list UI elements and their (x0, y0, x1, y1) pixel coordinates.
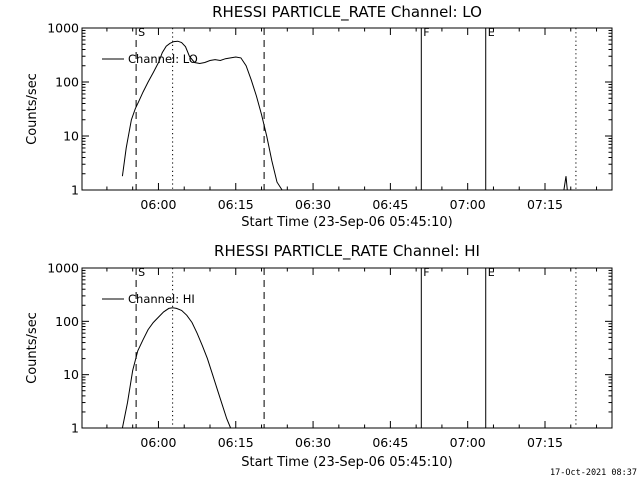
x-tick-label: 06:45 (372, 435, 408, 450)
x-tick-label: 06:30 (295, 197, 331, 212)
event-marker-label: S (138, 266, 145, 279)
x-axis-label: Start Time (23-Sep-06 05:45:10) (241, 455, 452, 470)
chart-title: RHESSI PARTICLE_RATE Channel: HI (214, 242, 480, 261)
x-tick-label: 07:15 (527, 435, 563, 450)
x-tick-label: 06:30 (295, 435, 331, 450)
event-marker-label: F (423, 266, 429, 279)
plot-frame (81, 267, 613, 429)
y-tick-label: 100 (55, 75, 79, 90)
y-tick-label: 1000 (47, 21, 79, 36)
y-tick-label: 1 (71, 183, 79, 198)
x-axis-label: Start Time (23-Sep-06 05:45:10) (241, 215, 452, 230)
y-axis-label: Counts/sec (25, 73, 40, 145)
x-tick-label: 06:15 (218, 197, 254, 212)
x-tick-label: 07:00 (450, 435, 486, 450)
event-marker-label: E (488, 26, 495, 39)
y-tick-label: 100 (55, 314, 79, 329)
y-tick-label: 10 (63, 129, 79, 144)
x-tick-label: 07:15 (527, 197, 563, 212)
y-tick-label: 1 (71, 421, 79, 436)
footer-timestamp: 17-Oct-2021 08:37 (550, 468, 637, 478)
rate-spike-line (563, 176, 568, 191)
x-tick-label: 07:00 (450, 197, 486, 212)
plot-frame (81, 27, 613, 191)
x-tick-label: 06:15 (218, 435, 254, 450)
x-tick-label: 06:00 (140, 435, 176, 450)
y-axis-label: Counts/sec (25, 312, 40, 384)
y-tick-label: 10 (63, 367, 79, 382)
chart-title: RHESSI PARTICLE_RATE Channel: LO (212, 3, 482, 22)
x-tick-label: 06:45 (372, 197, 408, 212)
event-marker-label: S (138, 26, 145, 39)
y-tick-label: 1000 (47, 261, 79, 276)
legend-label: Channel: HI (128, 292, 195, 306)
x-tick-label: 06:00 (140, 197, 176, 212)
legend-label: Channel: LO (128, 52, 198, 66)
panel-hi: RHESSI PARTICLE_RATE Channel: HI Start Ti… (25, 242, 613, 470)
event-marker-label: F (423, 26, 429, 39)
event-marker-label: E (488, 266, 495, 279)
rate-series-line (121, 307, 232, 429)
panel-lo: RHESSI PARTICLE_RATE Channel: LO Start Ti… (25, 3, 613, 230)
rate-series-line (121, 40, 283, 191)
